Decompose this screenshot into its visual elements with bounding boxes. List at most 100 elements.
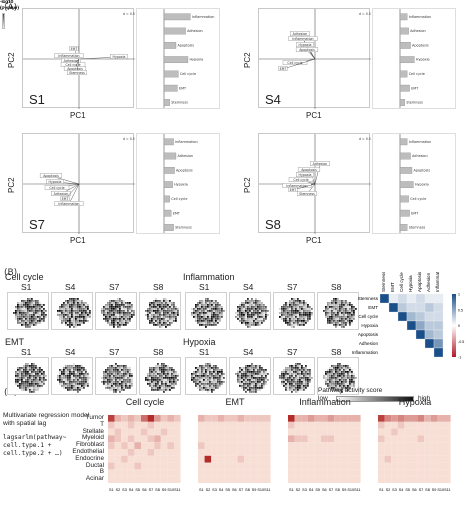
tissue-spot	[37, 310, 39, 312]
heatmap-col-label: S10	[257, 488, 264, 492]
tissue-spot	[83, 385, 85, 387]
heatmap-cell	[294, 435, 302, 443]
tissue-spot	[77, 389, 79, 391]
pca-arrow-label: Adhesion	[293, 32, 308, 36]
tissue-spot	[343, 316, 345, 318]
tissue-spot	[171, 322, 173, 324]
heatmap-col-label: S5	[135, 488, 140, 492]
heatmap-cell	[347, 462, 354, 470]
tissue-spot	[249, 369, 251, 371]
tissue-spot	[301, 387, 303, 389]
tissue-spot	[285, 389, 287, 391]
tissue-spot	[115, 387, 117, 389]
tissue-spot	[329, 318, 331, 320]
heatmap-cell	[237, 455, 245, 463]
tissue-spot	[41, 318, 43, 320]
tissue-spot	[193, 312, 195, 314]
tissue-spot	[153, 300, 155, 302]
tissue-spot	[197, 377, 199, 379]
tissue-spot	[71, 318, 73, 320]
tissue-spot	[155, 304, 157, 306]
tissue-spot	[243, 320, 245, 322]
tissue-spot	[127, 383, 129, 385]
tissue-spot	[219, 316, 221, 318]
tissue-spot	[149, 310, 151, 312]
regression-formula-line-3: cell.type.2 + …)	[3, 450, 63, 457]
tissue-spot	[191, 314, 193, 316]
tissue-spot	[251, 322, 253, 324]
heatmap-cell	[244, 442, 251, 450]
tissue-spot	[163, 371, 165, 373]
tissue-spot	[73, 373, 75, 375]
tissue-spot	[25, 316, 27, 318]
tissue-spot	[241, 310, 243, 312]
tissue-spot	[81, 316, 83, 318]
heatmap-cell	[307, 428, 315, 436]
tissue-spot	[67, 304, 69, 306]
tissue-spot	[15, 371, 17, 373]
heatmap-cell	[320, 428, 328, 436]
tissue-spot	[157, 324, 159, 326]
tissue-spot	[113, 320, 115, 322]
tissue-spot	[289, 316, 291, 318]
tissue-spot	[195, 320, 197, 322]
tissue-spot	[75, 308, 77, 310]
tissue-spot	[241, 383, 243, 385]
heatmap-cell	[334, 421, 341, 429]
tissue-spot	[337, 377, 339, 379]
tissue-spot	[29, 310, 31, 312]
heatmap-cell	[347, 428, 354, 436]
tissue-spot	[345, 312, 347, 314]
heatmap-cell	[378, 435, 385, 443]
tissue-spot	[347, 387, 349, 389]
tissue-spot	[109, 306, 111, 308]
tissue-spot	[295, 383, 297, 385]
tissue-spot	[39, 316, 41, 318]
heatmap-cell	[307, 455, 315, 463]
heatmap-cell	[410, 442, 418, 450]
heatmap-cell	[134, 449, 141, 456]
tissue-spot	[213, 304, 215, 306]
tissue-spot	[199, 318, 201, 320]
tissue-spot	[299, 302, 301, 304]
heatmap-cell	[384, 442, 392, 450]
heatmap-col-label: S4	[219, 488, 224, 492]
tissue-spot	[23, 375, 25, 377]
tissue-spot	[349, 379, 351, 381]
heatmap-cell	[301, 469, 308, 477]
tissue-spot	[125, 318, 127, 320]
tissue-spot	[67, 371, 69, 373]
tissue-spot	[127, 371, 129, 373]
tissue-spot	[173, 387, 175, 389]
tissue-spot	[167, 306, 169, 308]
tissue-spot	[327, 302, 329, 304]
corr-cell	[406, 311, 417, 322]
tissue-spot	[263, 310, 265, 312]
tissue-spot	[127, 387, 129, 389]
tissue-spot	[163, 302, 165, 304]
tissue-spot	[247, 324, 249, 326]
tissue-spot	[167, 389, 169, 391]
tissue-spot	[161, 304, 163, 306]
tissue-spot	[69, 316, 71, 318]
tissue-spot	[85, 310, 87, 312]
tissue-spot	[245, 385, 247, 387]
tissue-spot	[67, 308, 69, 310]
tissue-spot	[335, 316, 337, 318]
tissue-spot	[177, 373, 179, 375]
tissue-spot	[121, 310, 123, 312]
tissue-spot	[335, 312, 337, 314]
tissue-spot	[123, 306, 125, 308]
tissue-spot	[157, 371, 159, 373]
tissue-spot	[205, 322, 207, 324]
tissue-spot	[85, 375, 87, 377]
tissue-spot	[119, 377, 121, 379]
tissue-spot	[79, 379, 81, 381]
tissue-spot	[167, 302, 169, 304]
tissue-spot	[167, 312, 169, 314]
tissue-spot	[103, 375, 105, 377]
tissue-spot	[173, 371, 175, 373]
tissue-spot	[245, 304, 247, 306]
tissue-spot	[259, 365, 261, 367]
